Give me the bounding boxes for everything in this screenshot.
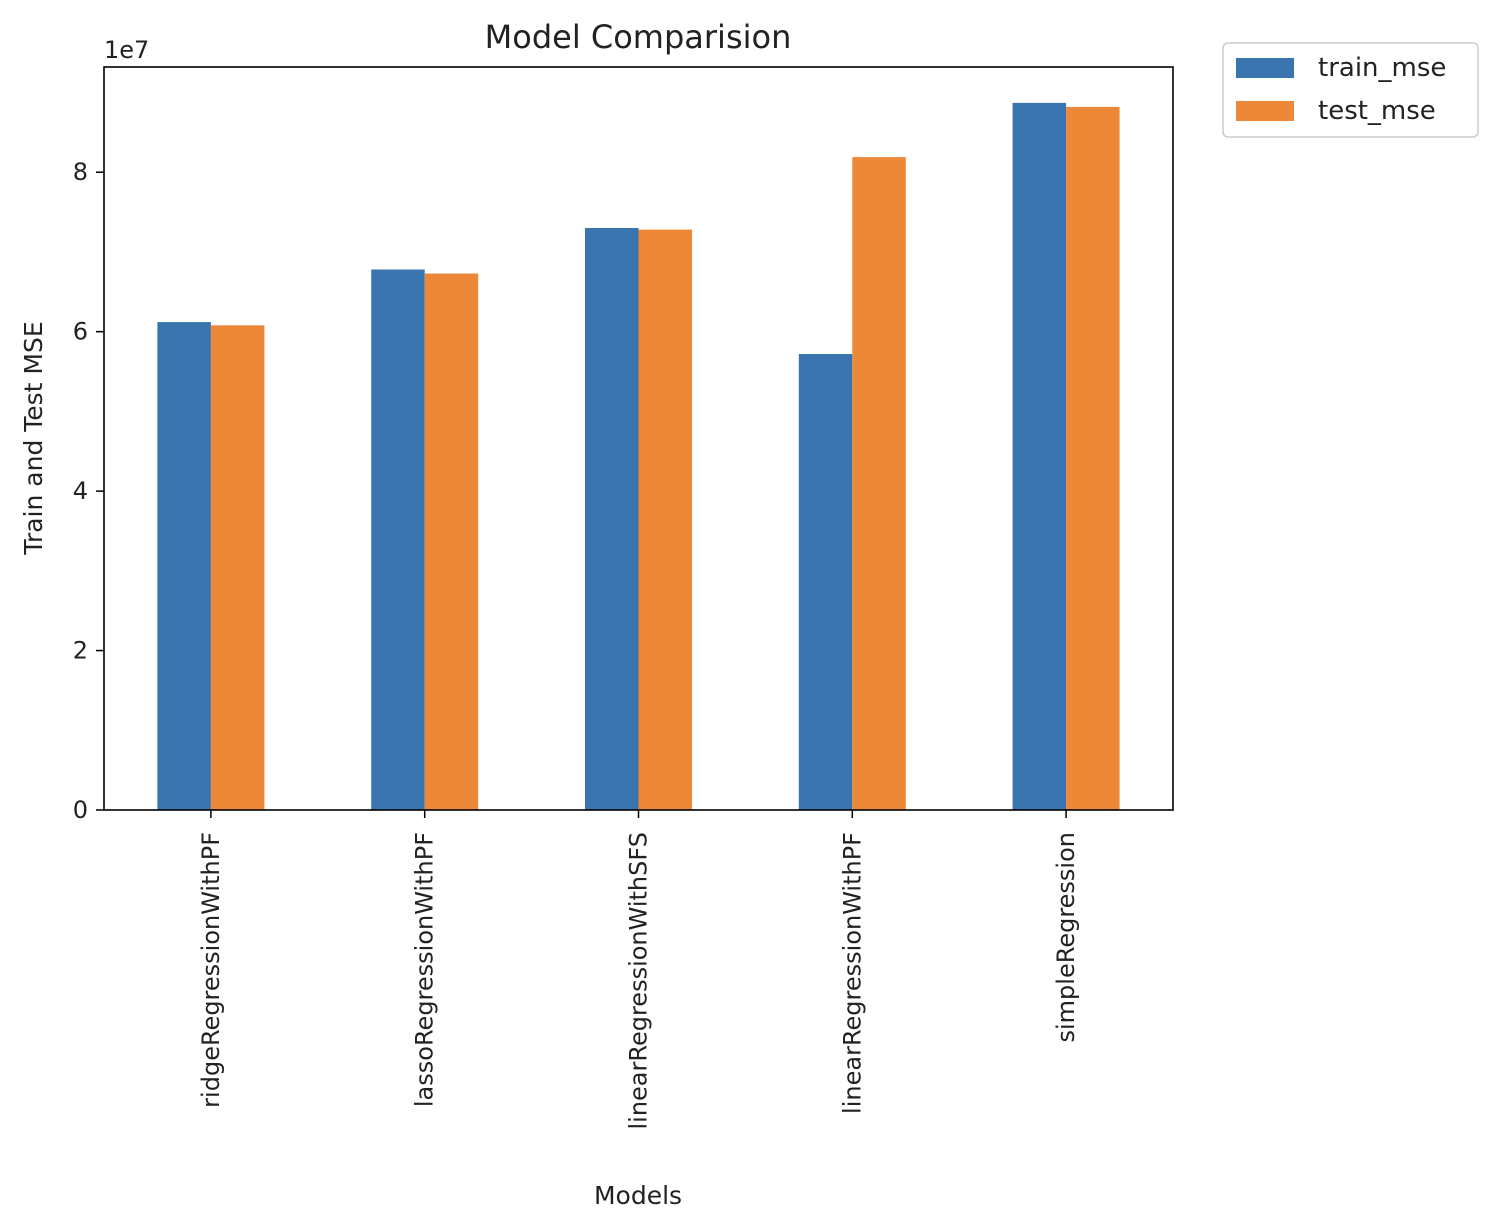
x-axis-title: Models xyxy=(594,1181,682,1210)
bar-test_mse-lassoRegressionWithPF xyxy=(424,273,479,810)
legend-label-test_mse: test_mse xyxy=(1318,96,1436,126)
bar-train_mse-simpleRegression xyxy=(1012,102,1067,810)
bar-train_mse-linearRegressionWithSFS xyxy=(585,228,639,810)
x-tick-label-linearRegressionWithPF: linearRegressionWithPF xyxy=(838,832,866,1114)
x-tick-label-linearRegressionWithSFS: linearRegressionWithSFS xyxy=(625,832,653,1130)
x-tick-label-ridgeRegressionWithPF: ridgeRegressionWithPF xyxy=(197,832,225,1108)
y-offset-label: 1e7 xyxy=(104,36,149,64)
y-tick-label-6: 6 xyxy=(73,318,88,346)
y-axis-title: Train and Test MSE xyxy=(19,321,48,555)
legend-swatch-train_mse xyxy=(1236,58,1294,78)
bar-test_mse-simpleRegression xyxy=(1066,106,1120,810)
x-tick-label-simpleRegression: simpleRegression xyxy=(1052,832,1080,1043)
y-tick-label-0: 0 xyxy=(73,796,88,824)
bar-test_mse-ridgeRegressionWithPF xyxy=(210,325,265,810)
legend-label-train_mse: train_mse xyxy=(1318,53,1446,83)
legend-swatch-test_mse xyxy=(1236,101,1294,121)
legend: train_mse test_mse xyxy=(1222,42,1479,138)
y-tick-label-8: 8 xyxy=(73,158,88,186)
bar-test_mse-linearRegressionWithSFS xyxy=(638,229,692,811)
bar-train_mse-lassoRegressionWithPF xyxy=(371,269,425,810)
y-tick-label-2: 2 xyxy=(73,637,88,665)
chart-title: Model Comparision xyxy=(485,18,792,56)
bar-train_mse-ridgeRegressionWithPF xyxy=(157,322,211,810)
y-tick-label-4: 4 xyxy=(73,477,88,505)
bar-train_mse-linearRegressionWithPF xyxy=(798,354,853,810)
bar-test_mse-linearRegressionWithPF xyxy=(852,157,906,811)
plot-area xyxy=(157,102,1120,811)
x-tick-label-lassoRegressionWithPF: lassoRegressionWithPF xyxy=(411,832,439,1107)
